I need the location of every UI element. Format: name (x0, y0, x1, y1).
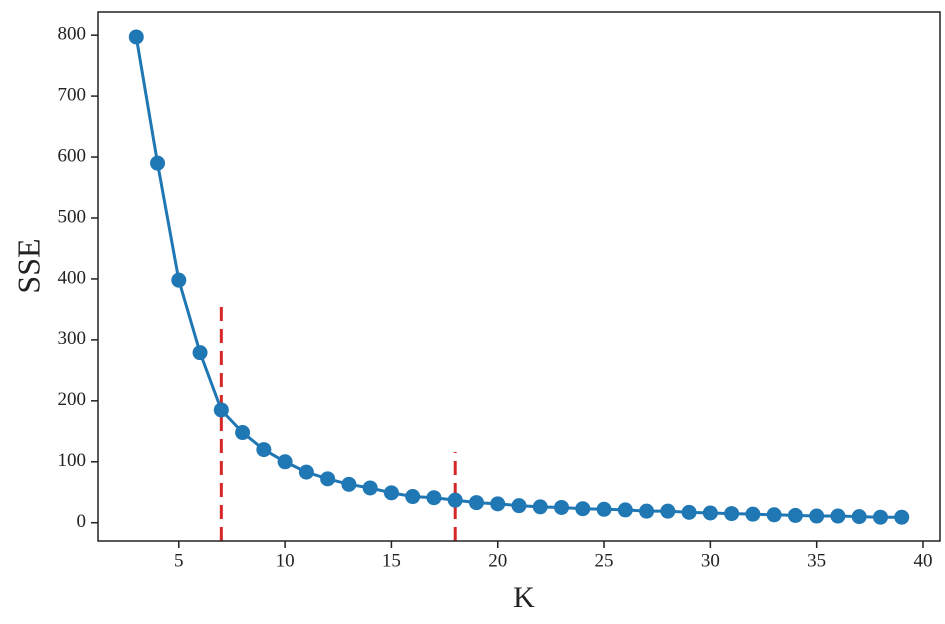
point (830, 508, 846, 524)
x-tick-label: 15 (382, 550, 401, 571)
x-axis-label: K (513, 581, 535, 614)
point (447, 492, 463, 508)
point (298, 464, 314, 480)
y-tick-label: 500 (58, 206, 87, 227)
point (554, 499, 570, 515)
point (745, 506, 761, 522)
point (171, 272, 187, 288)
x-tick-label: 10 (276, 550, 295, 571)
y-tick-label: 0 (77, 511, 87, 532)
point (192, 345, 208, 361)
point (256, 442, 272, 458)
point (383, 485, 399, 501)
y-tick-label: 100 (58, 450, 87, 471)
point (851, 509, 867, 525)
point (681, 504, 697, 520)
y-tick-label: 800 (58, 24, 87, 45)
point (235, 425, 251, 441)
x-tick-label: 20 (488, 550, 507, 571)
y-tick-label: 200 (58, 389, 87, 410)
point (596, 501, 612, 517)
point (490, 496, 506, 512)
point (468, 495, 484, 511)
point (575, 501, 591, 517)
y-tick-label: 400 (58, 267, 87, 288)
point (872, 509, 888, 525)
point (639, 503, 655, 519)
point (766, 507, 782, 523)
x-tick-label: 25 (595, 550, 614, 571)
x-tick-label: 35 (807, 550, 826, 571)
point (362, 480, 378, 496)
point (341, 476, 357, 492)
x-tick-label: 40 (913, 550, 932, 571)
y-tick-label: 600 (58, 145, 87, 166)
point (405, 489, 421, 505)
point (702, 505, 718, 521)
point (511, 498, 527, 514)
x-tick-label: 5 (174, 550, 184, 571)
point (213, 402, 229, 418)
point (320, 471, 336, 487)
point (277, 454, 293, 470)
y-tick-label: 300 (58, 328, 87, 349)
y-axis-label: SSE (10, 238, 46, 293)
x-tick-label: 30 (701, 550, 720, 571)
point (809, 508, 825, 524)
point (787, 507, 803, 523)
point (617, 502, 633, 518)
y-tick-label: 700 (58, 84, 87, 105)
point (724, 506, 740, 522)
point (426, 490, 442, 506)
point (128, 29, 144, 45)
point (150, 155, 166, 171)
point (660, 503, 676, 519)
point (894, 509, 910, 525)
series-line (134, 36, 902, 519)
plot-frame (97, 11, 941, 542)
point (532, 499, 548, 515)
